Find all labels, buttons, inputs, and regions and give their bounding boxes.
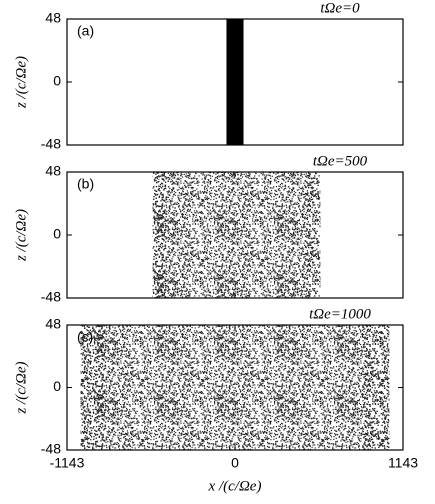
panel-label: (a) (77, 23, 94, 39)
y-axis-label: z /(c/Ωe) (13, 209, 29, 262)
y-tick-label: -48 (41, 289, 61, 305)
y-tick-label: -48 (41, 441, 61, 457)
y-tick-label: 0 (53, 378, 61, 394)
y-tick-label: 0 (53, 73, 61, 89)
particle-edge (80, 325, 106, 450)
y-tick-label: 0 (53, 226, 61, 242)
y-tick-label: 48 (45, 163, 61, 179)
y-tick-label: 48 (45, 10, 61, 26)
panel-annotation: tΩe=0 (320, 0, 360, 16)
panel-label: (b) (77, 176, 94, 192)
y-tick-label: 48 (45, 316, 61, 332)
y-axis-label: z /(c/Ωe) (13, 56, 29, 109)
particle-region (80, 325, 390, 450)
particle-region (226, 19, 244, 145)
particle-edge (364, 325, 390, 450)
y-axis-label: z /(c/Ωe) (13, 361, 29, 414)
panel-annotation: tΩe=1000 (309, 306, 371, 322)
x-axis-label: x /(c/Ωe) (208, 478, 262, 494)
x-tick-label: 1143 (388, 455, 418, 471)
x-tick-label: -1143 (50, 455, 85, 471)
x-tick-label: 0 (231, 455, 239, 471)
particle-edge (152, 172, 167, 298)
y-tick-label: -48 (41, 136, 61, 152)
panel-label: (c) (77, 329, 93, 345)
panel-annotation: tΩe=500 (313, 153, 368, 169)
particle-region (152, 172, 321, 298)
particle-edge (306, 172, 321, 298)
